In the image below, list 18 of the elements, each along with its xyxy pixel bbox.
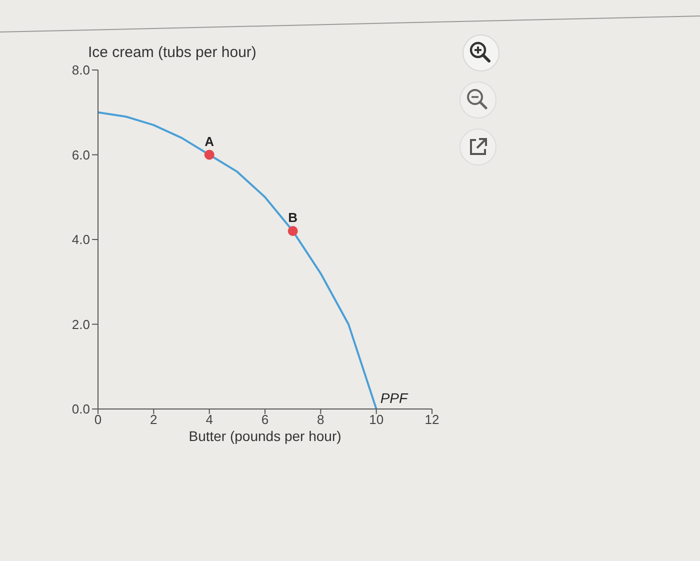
annotation: B [288, 210, 298, 226]
y-tick-label: 4.0 [72, 232, 90, 248]
x-tick-label: 10 [369, 412, 384, 428]
x-tick-label: 12 [424, 412, 440, 428]
y-tick-label: 8.0 [72, 62, 90, 78]
x-tick-label: 6 [261, 412, 269, 428]
y-tick-label: 0.0 [72, 402, 90, 417]
x-tick-label: 4 [206, 412, 213, 428]
x-axis-title: Butter (pounds per hour) [188, 428, 342, 444]
y-tick-label: 6.0 [72, 147, 90, 162]
y-tick-label: 2.0 [72, 316, 90, 332]
line-series [98, 111, 378, 409]
x-tick-label: 0 [94, 412, 102, 428]
x-tick-label: 8 [317, 412, 324, 428]
annotation: A [204, 134, 215, 149]
series-label: PPF [380, 390, 410, 406]
y-axis-title: Ice cream (tubs per hour) [88, 44, 256, 62]
x-tick-label: 2 [150, 412, 158, 428]
